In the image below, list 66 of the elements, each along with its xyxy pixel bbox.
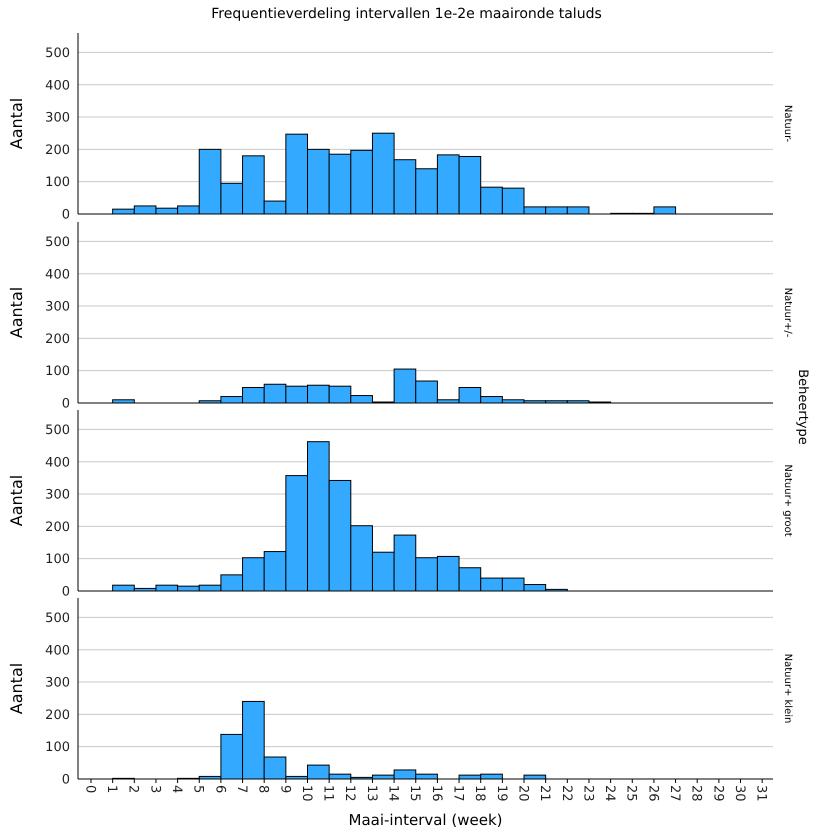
x-tick-label: 3 — [147, 785, 162, 794]
y-tick-label: 400 — [45, 643, 70, 658]
text: Frequentieverdeling intervallen 1e-2e maaironde taluds — [211, 6, 602, 22]
y-tick-label: 400 — [45, 78, 70, 94]
y2-axis-title: Natuur+ groot — [782, 464, 793, 537]
x-tick-label: 24 — [602, 785, 618, 802]
y-tick-label: 200 — [45, 142, 70, 158]
y-tick-label: 100 — [45, 175, 70, 190]
y-tick-label: 300 — [45, 110, 70, 126]
x-tick-label: 12 — [342, 785, 358, 802]
x-tick-label: 13 — [364, 785, 379, 802]
y2-axis-title: Natuur- — [782, 104, 793, 143]
x-tick-label: 27 — [667, 785, 682, 802]
x-tick-label: 29 — [710, 785, 726, 802]
x-tick-label: 28 — [688, 785, 704, 802]
y-tick-label: 200 — [45, 520, 70, 535]
x-tick-label: 1 — [104, 785, 120, 794]
y-axis-title: Aantal — [7, 474, 26, 526]
x-tick-label: 4 — [169, 785, 184, 794]
x-tick-label: 30 — [732, 785, 747, 802]
y-axis-title: Aantal — [7, 98, 26, 150]
x-tick-label: 10 — [298, 785, 314, 802]
y-tick-label: 100 — [45, 740, 70, 756]
x-tick-label: 14 — [386, 785, 401, 802]
x-tick-label: 17 — [450, 785, 466, 802]
y-axis-title: Aantal — [7, 286, 26, 338]
y-tick-label: 300 — [45, 488, 70, 503]
x-tick-label: 25 — [624, 785, 639, 802]
y2-axis-title: Natuur+/- — [782, 288, 793, 338]
x-tick-label: 23 — [580, 785, 596, 802]
y-tick-label: 300 — [45, 300, 70, 315]
y-tick-label: 0 — [62, 208, 70, 223]
x-tick-label: 5 — [190, 785, 206, 794]
x-tick-label: 22 — [558, 785, 574, 802]
y-axis-title: Aantal — [7, 662, 26, 714]
y-tick-label: 100 — [45, 364, 70, 380]
x-tick-label: 2 — [126, 785, 141, 794]
x-tick-label: 20 — [515, 785, 530, 802]
y-tick-label: 100 — [45, 552, 70, 568]
x-tick-label: 0 — [82, 785, 98, 794]
x-tick-label: 18 — [472, 785, 488, 802]
text: Beheertype — [795, 369, 810, 445]
x-tick-label: 7 — [234, 785, 249, 794]
y-tick-label: 200 — [45, 332, 70, 347]
y-tick-label: 400 — [45, 455, 70, 470]
y2-axis-title: Natuur+ klein — [782, 654, 793, 724]
x-tick-label: 16 — [428, 785, 444, 802]
x-tick-label: 9 — [277, 785, 292, 794]
y-tick-label: 500 — [45, 46, 70, 61]
y-tick-label: 300 — [45, 676, 70, 691]
y-tick-label: 500 — [45, 610, 70, 626]
x-tick-label: 19 — [494, 785, 509, 802]
x-tick-label: 21 — [537, 785, 552, 802]
x-tick-label: 15 — [407, 785, 422, 802]
y-tick-label: 0 — [62, 396, 70, 412]
x-axis-title: Maai-interval (week) — [348, 811, 502, 829]
y-tick-label: 500 — [45, 234, 70, 250]
y-tick-label: 400 — [45, 267, 70, 282]
y-tick-label: 500 — [45, 422, 70, 438]
x-tick-label: 26 — [645, 785, 660, 802]
x-tick-label: 8 — [256, 785, 271, 794]
x-tick-label: 31 — [754, 785, 769, 802]
y-tick-label: 200 — [45, 708, 70, 723]
x-tick-label: 11 — [320, 785, 336, 802]
y-tick-label: 0 — [62, 584, 70, 600]
x-tick-label: 6 — [212, 785, 228, 794]
